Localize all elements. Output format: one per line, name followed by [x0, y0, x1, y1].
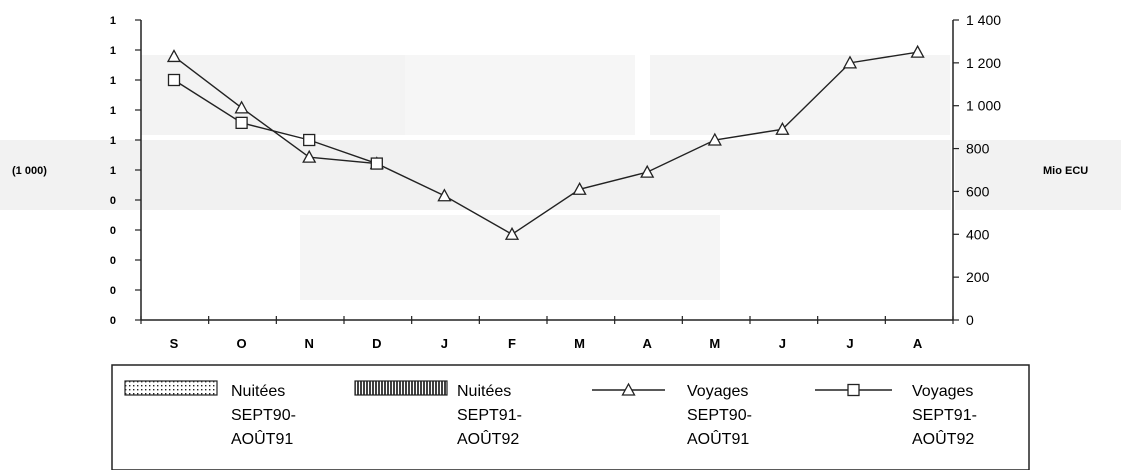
left-tick-label: 0 — [110, 195, 116, 207]
legend-label: AOÛT92 — [457, 429, 519, 448]
right-tick-label: 1 200 — [966, 55, 1001, 71]
series-1-point — [234, 100, 249, 114]
x-tick-label: N — [305, 336, 314, 351]
shade-block — [650, 55, 950, 135]
series-1-point — [437, 188, 452, 202]
right-tick-label: 1 000 — [966, 98, 1001, 114]
x-tick-label: F — [508, 336, 516, 351]
series-1-point — [640, 164, 655, 178]
shade-block — [405, 55, 635, 135]
left-tick-label: 0 — [110, 225, 116, 237]
series-layer — [166, 44, 925, 240]
left-tick-label: 0 — [110, 255, 116, 267]
x-tick-label: O — [237, 336, 247, 351]
series-1-point — [572, 181, 587, 195]
right-tick-label: 400 — [966, 226, 990, 242]
x-tick-label: J — [846, 336, 853, 351]
x-tick-label: J — [441, 336, 448, 351]
x-tick-label: A — [913, 336, 923, 351]
right-axis-ticks: 1 400 1 200 1 000 800 600 400 200 0 — [953, 12, 1001, 328]
y-axis-label-right: Mio ECU — [1043, 165, 1088, 177]
left-tick-label: 1 — [110, 165, 116, 177]
x-tick-label: S — [170, 336, 179, 351]
shade-block — [955, 140, 1121, 210]
series-1-point — [302, 149, 317, 163]
right-tick-label: 600 — [966, 183, 990, 199]
legend-marker-square — [847, 383, 860, 397]
right-tick-label: 0 — [966, 312, 974, 328]
legend-label: AOÛT91 — [231, 429, 293, 448]
legend-label: AOÛT91 — [687, 429, 749, 448]
left-tick-label: 1 — [110, 15, 116, 27]
series-2-point — [167, 73, 181, 87]
series-1-point — [166, 49, 182, 63]
legend-label: Voyages — [687, 383, 748, 400]
series-1-point — [707, 132, 722, 146]
right-tick-label: 800 — [966, 141, 990, 157]
shade-block — [141, 140, 951, 210]
y-axis-label-left: (1 000) — [12, 165, 47, 177]
left-tick-label: 1 — [110, 45, 116, 57]
left-axis-ticks: 1 1 1 1 1 1 0 0 0 0 0 — [110, 15, 141, 327]
legend-swatch-hatched — [354, 380, 448, 396]
left-tick-label: 1 — [110, 75, 116, 87]
series-1-point — [910, 44, 925, 58]
series-2-point — [303, 133, 316, 147]
series-2-point — [235, 116, 248, 130]
x-tick-label: D — [372, 336, 381, 351]
left-tick-label: 0 — [110, 315, 116, 327]
legend-label: AOÛT92 — [912, 429, 974, 448]
legend-label: SEPT90- — [687, 407, 752, 424]
right-tick-label: 1 400 — [966, 12, 1001, 28]
legend-label: Nuitées — [231, 383, 285, 400]
legend-marker-triangle — [621, 382, 636, 396]
series-1-point — [775, 121, 790, 135]
legend-swatch-dotted — [124, 380, 218, 396]
legend-label: SEPT90- — [231, 407, 296, 424]
x-tick-label: A — [643, 336, 653, 351]
legend-label: Nuitées — [457, 383, 511, 400]
series-line-2 — [173, 79, 378, 165]
legend-label: SEPT91- — [912, 407, 977, 424]
x-tick-label: M — [574, 336, 585, 351]
shade-block — [0, 140, 141, 210]
x-tick-label: M — [709, 336, 720, 351]
left-tick-label: 0 — [110, 285, 116, 297]
series-1-point — [504, 226, 520, 240]
right-tick-label: 200 — [966, 269, 990, 285]
shade-block — [300, 215, 720, 300]
left-tick-label: 1 — [110, 105, 116, 117]
legend-frame — [111, 364, 1030, 470]
legend: Nuitées SEPT90- AOÛT91 Nuitées SEPT91- AOÛT92… — [111, 364, 1030, 470]
x-tick-label: J — [779, 336, 786, 351]
background-shading — [0, 55, 1121, 300]
series-line-1 — [173, 51, 918, 236]
legend-label: SEPT91- — [457, 407, 522, 424]
series-2-point — [370, 157, 383, 170]
left-tick-label: 1 — [110, 135, 116, 147]
legend-label: Voyages — [912, 383, 973, 400]
series-1-point — [842, 55, 858, 69]
